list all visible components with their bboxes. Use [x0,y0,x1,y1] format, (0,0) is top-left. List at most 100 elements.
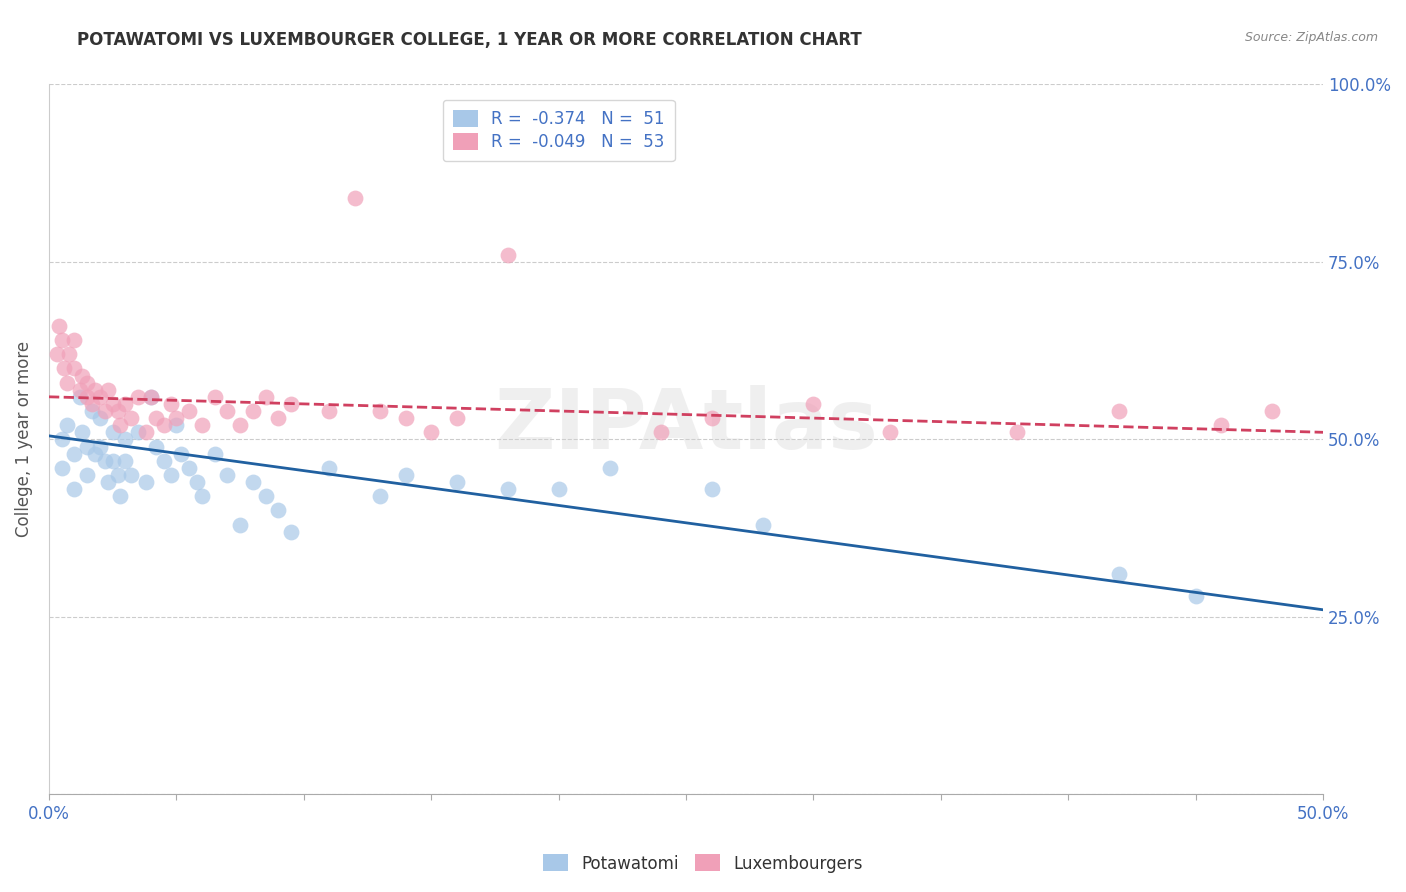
Point [547,482,569,496]
Point [280,524,302,539]
Point [139,390,162,404]
Point [56,418,79,433]
Point [82,397,104,411]
Point [97,383,120,397]
Point [120,411,142,425]
Legend: Potawatomi, Luxembourgers: Potawatomi, Luxembourgers [536,847,870,880]
Point [280,397,302,411]
Y-axis label: College, 1 year or more: College, 1 year or more [15,342,32,538]
Point [107,467,129,482]
Point [135,475,157,489]
Point [70,425,93,440]
Point [114,397,136,411]
Point [267,411,290,425]
Point [160,397,183,411]
Point [94,453,117,467]
Point [242,404,264,418]
Point [229,418,252,433]
Point [446,411,468,425]
Point [94,404,117,418]
Point [58,347,80,361]
Point [368,489,391,503]
Point [69,383,91,397]
Point [70,368,93,383]
Point [76,467,98,482]
Point [101,453,124,467]
Point [191,489,214,503]
Point [650,425,672,440]
Point [395,411,418,425]
Point [496,482,519,496]
Point [51,460,73,475]
Point [83,383,105,397]
Point [97,475,120,489]
Point [879,425,901,440]
Point [127,390,149,404]
Point [145,411,167,425]
Point [139,390,162,404]
Point [179,404,201,418]
Point [1108,567,1130,582]
Point [45,347,67,361]
Point [63,482,86,496]
Point [242,475,264,489]
Text: ZIPAtlas: ZIPAtlas [494,384,877,466]
Point [110,489,132,503]
Point [204,447,226,461]
Point [114,453,136,467]
Point [599,460,621,475]
Point [318,404,340,418]
Point [63,361,86,376]
Point [229,517,252,532]
Point [56,376,79,390]
Point [76,376,98,390]
Point [165,418,187,433]
Point [803,397,825,411]
Point [101,425,124,440]
Point [254,489,277,503]
Legend: R =  -0.374   N =  51, R =  -0.049   N =  53: R = -0.374 N = 51, R = -0.049 N = 53 [443,100,675,161]
Point [1184,589,1206,603]
Point [1108,404,1130,418]
Point [368,404,391,418]
Point [145,440,167,454]
Point [420,425,443,440]
Point [191,418,214,433]
Point [82,404,104,418]
Point [343,191,366,205]
Text: Source: ZipAtlas.com: Source: ZipAtlas.com [1244,31,1378,45]
Point [89,440,111,454]
Point [160,467,183,482]
Point [63,333,86,347]
Point [120,467,142,482]
Point [751,517,773,532]
Point [69,390,91,404]
Point [267,503,290,517]
Point [318,460,340,475]
Point [51,433,73,447]
Point [186,475,208,489]
Point [446,475,468,489]
Point [53,361,76,376]
Point [127,425,149,440]
Point [152,418,174,433]
Point [217,404,239,418]
Point [179,460,201,475]
Point [76,390,98,404]
Point [1261,404,1284,418]
Point [101,397,124,411]
Point [254,390,277,404]
Point [48,318,70,333]
Text: POTAWATOMI VS LUXEMBOURGER COLLEGE, 1 YEAR OR MORE CORRELATION CHART: POTAWATOMI VS LUXEMBOURGER COLLEGE, 1 YE… [77,31,862,49]
Point [496,248,519,262]
Point [1007,425,1029,440]
Point [135,425,157,440]
Point [51,333,73,347]
Point [63,447,86,461]
Point [76,440,98,454]
Point [152,453,174,467]
Point [89,411,111,425]
Point [170,447,193,461]
Point [83,447,105,461]
Point [165,411,187,425]
